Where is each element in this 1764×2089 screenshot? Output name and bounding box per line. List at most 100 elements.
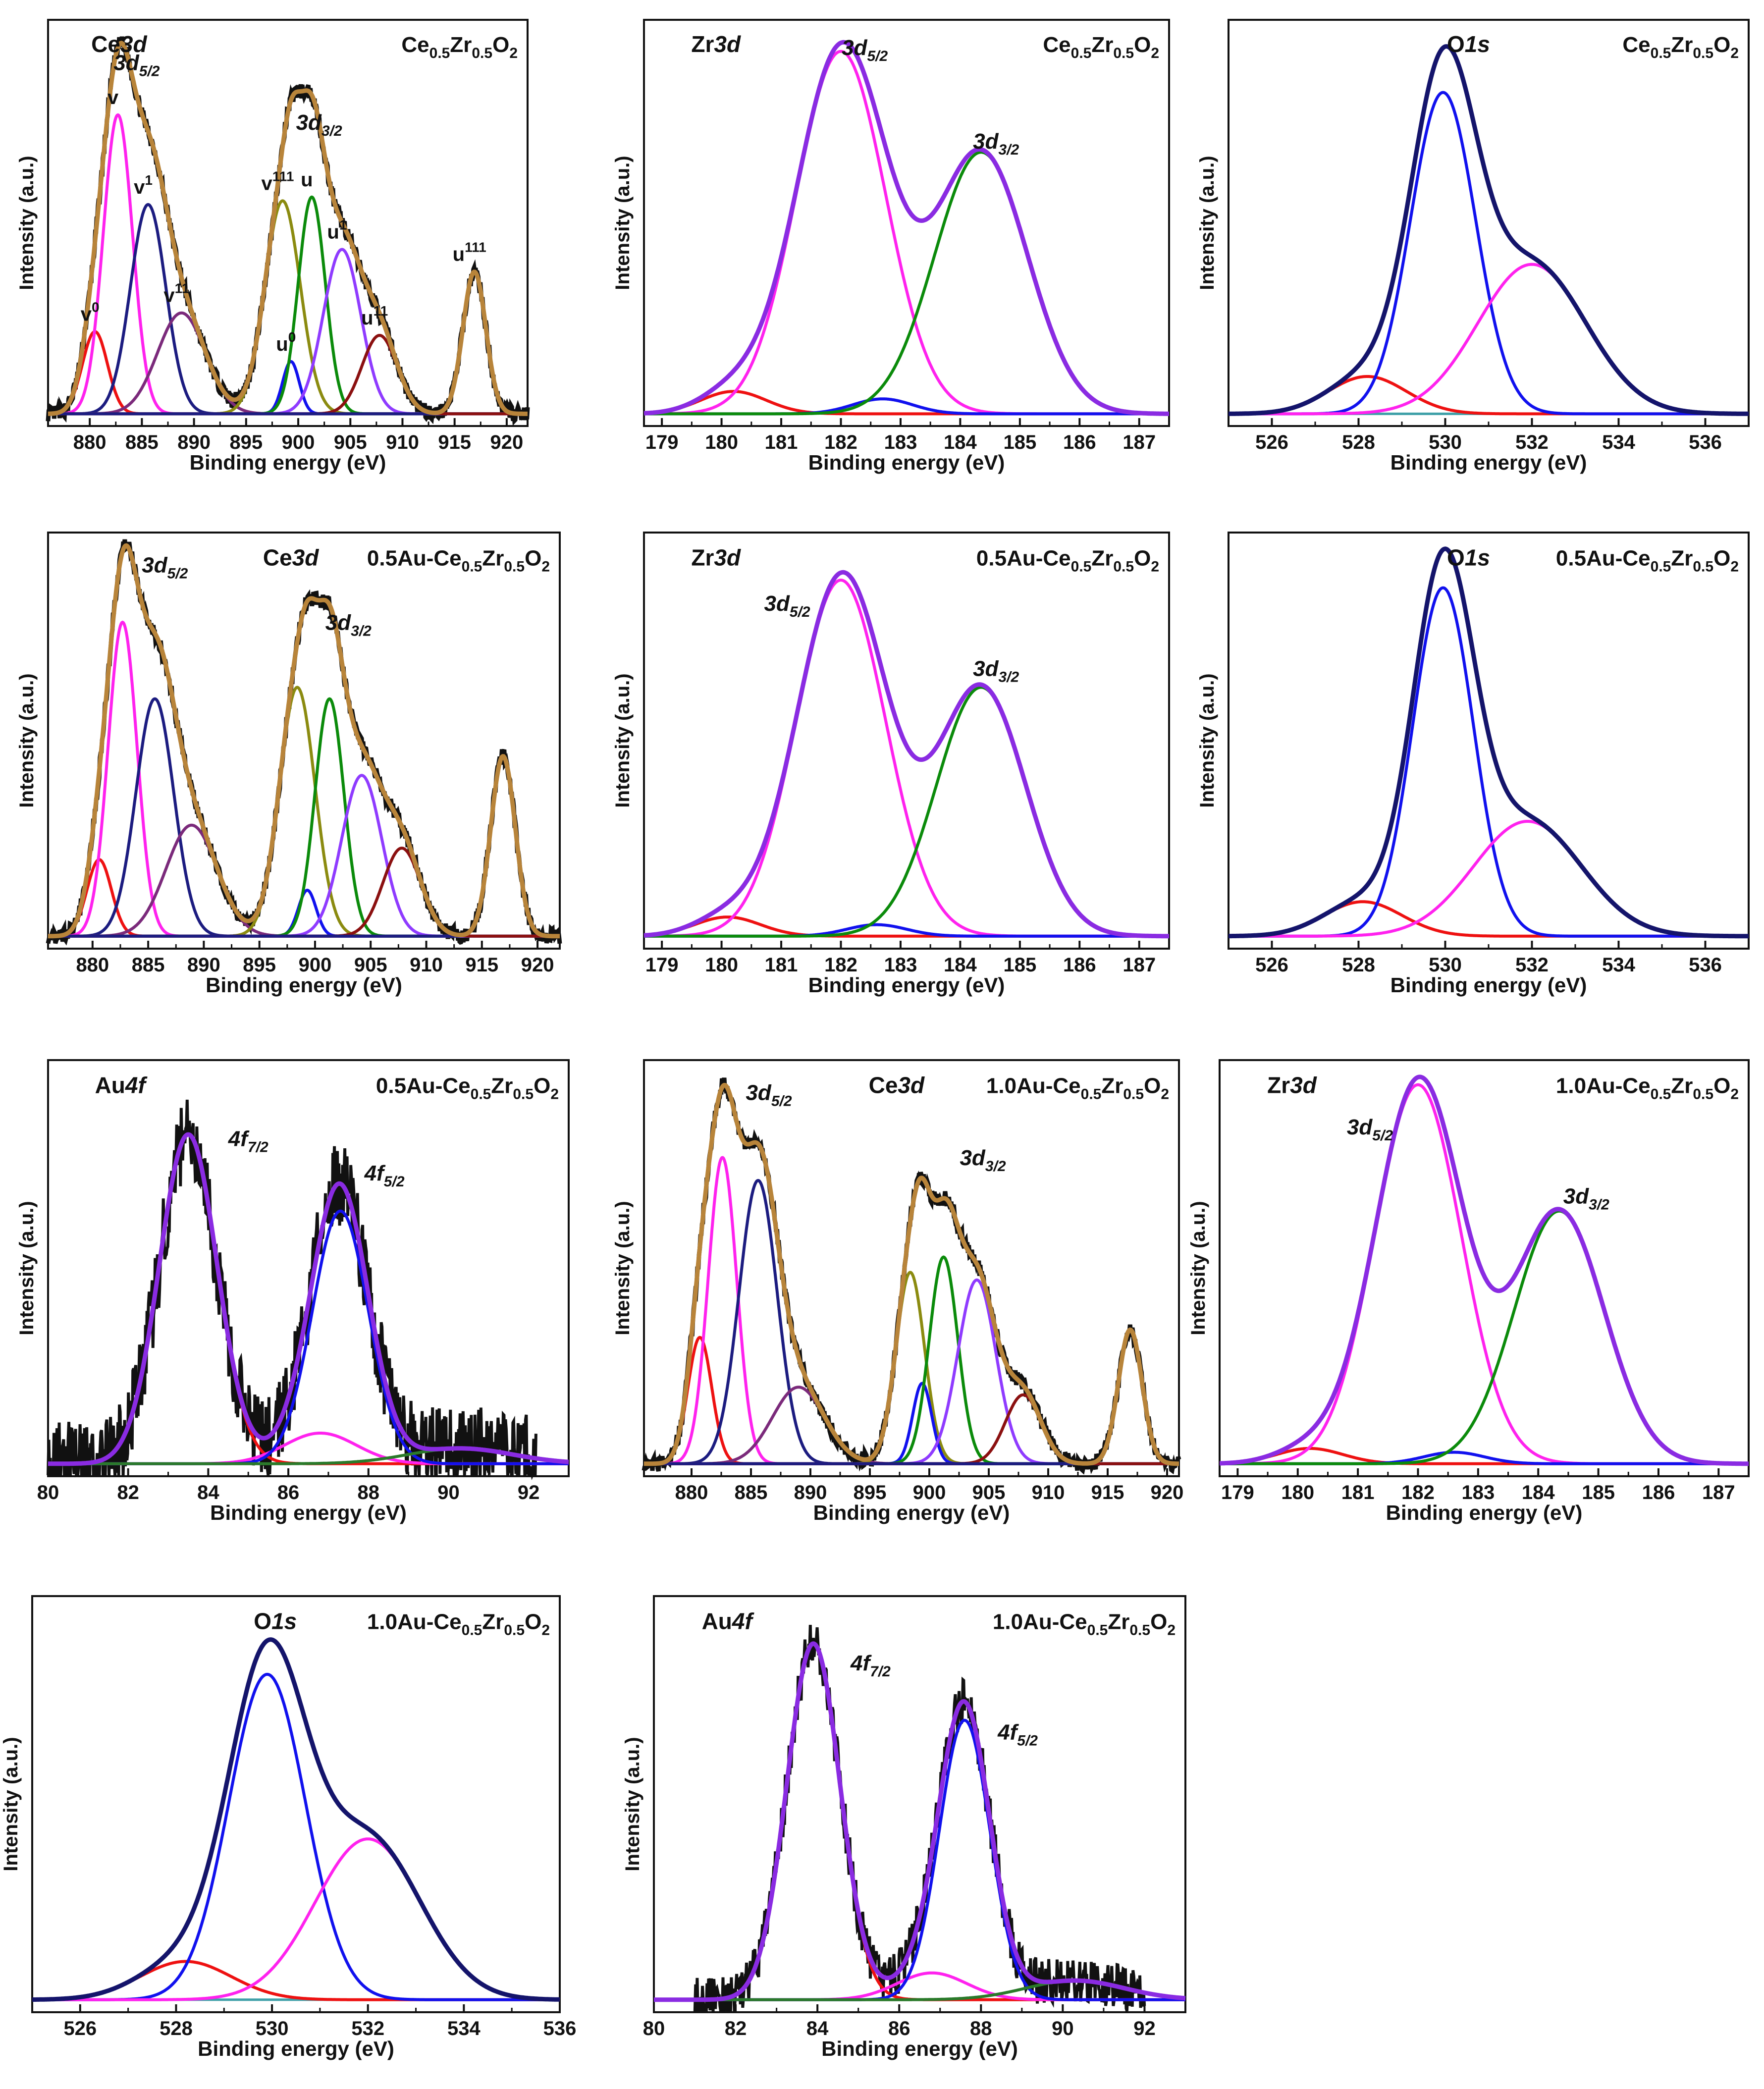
plot-frame [643,532,1170,950]
x-tick-label: 86 [277,1482,300,1503]
x-tick-label: 180 [1281,1482,1314,1503]
y-axis-label: Intensity (a.u.) [612,156,634,290]
x-tick-label: 92 [518,1482,540,1503]
x-tick-label: 181 [765,431,798,453]
x-tick-label: 534 [447,2018,481,2039]
x-tick-label: 92 [1133,2018,1156,2039]
fit-envelope [1229,44,1749,416]
x-tick-label: 885 [132,954,165,976]
x-tick-label: 915 [465,954,498,976]
x-tick-label: 82 [117,1482,139,1503]
region-title: O1s [1447,31,1490,57]
region-title: Zr3d [691,544,741,570]
panel-au4f-10au: 80 82 84 86 88 90 92 Binding energy (eV) Intensi… [622,1595,1186,2060]
x-tick-label: 179 [645,431,679,453]
plot-frame [653,1595,1186,2013]
peak-label: v1 [134,172,153,198]
fit-envelope [643,570,1169,939]
x-axis-label: Binding energy (eV) [1390,973,1587,997]
x-axis-label: Binding energy (eV) [198,2037,394,2060]
raw-data-trace [47,1099,537,1480]
component-peak-7 [48,774,560,938]
orbital-annotation: 3d3/2 [973,656,1019,685]
fit-envelope [1229,546,1749,939]
y-axis-label: Intensity (a.u.) [16,156,38,290]
x-axis-label: Binding energy (eV) [808,451,1005,474]
orbital-annotation: 4f7/2 [228,1126,268,1155]
x-tick-label: 895 [229,431,263,453]
x-tick-label: 910 [410,954,443,976]
peak-label: v11 [163,281,189,307]
x-tick-label: 181 [765,954,798,976]
x-axis-label: Binding energy (eV) [1390,451,1587,474]
x-tick-label: 186 [1642,1482,1675,1503]
x-axis-label: Binding energy (eV) [206,973,402,997]
x-tick-label: 90 [437,1482,460,1503]
plot-frame [643,1059,1180,1477]
x-tick-label: 528 [1342,431,1375,453]
region-title: Au4f [95,1072,148,1098]
panel-ce3d-10au: 880 885 890 895 900 905 910 915 920 Binding energ… [612,1059,1183,1524]
fit-envelope [1220,1074,1749,1466]
x-tick-label: 80 [643,2018,665,2039]
y-axis-label: Intensity (a.u.) [16,1201,38,1335]
x-axis-label: Binding energy (eV) [821,2037,1018,2060]
x-tick-label: 890 [187,954,220,976]
x-tick-label: 185 [1582,1482,1615,1503]
region-title: Ce3d [263,544,319,570]
panel-au4f-05au: 80 82 84 86 88 90 92 Binding energy (eV) Intensi… [16,1059,570,1524]
sample-label: 1.0Au-Ce0.5Zr0.5O2 [986,1073,1169,1102]
component-peak-6 [644,1255,1179,1465]
x-axis-label: Binding energy (eV) [1386,1501,1583,1524]
x-tick-label: 183 [884,954,917,976]
x-tick-label: 84 [806,2018,829,2039]
x-tick-label: 895 [854,1482,887,1503]
x-tick-label: 80 [37,1482,59,1503]
orbital-annotation: 3d5/2 [764,591,810,620]
plot-frame [1228,19,1750,427]
component-peak-2 [1229,820,1749,938]
orbital-annotation: 4f7/2 [850,1651,891,1680]
plot-frame [47,1059,570,1477]
x-tick-label: 534 [1602,954,1635,976]
x-tick-label: 905 [354,954,387,976]
component-peak-2 [654,1718,1185,2001]
x-tick-label: 890 [794,1482,827,1503]
sample-label: Ce0.5Zr0.5O2 [1622,33,1739,61]
x-tick-label: 82 [725,2018,747,2039]
y-axis-label: Intensity (a.u.) [622,1737,643,1871]
component-peak-2 [32,1837,560,2001]
x-tick-label: 90 [1052,2018,1074,2039]
region-title: O1s [254,1608,297,1634]
x-tick-label: 528 [1342,954,1375,976]
y-axis-label: Intensity (a.u.) [1187,1201,1209,1335]
component-peak-3 [644,151,1169,416]
orbital-annotation: 3d5/2 [746,1081,792,1110]
sample-label: Ce0.5Zr0.5O2 [1043,33,1159,61]
component-peak-9 [48,754,560,938]
peak-label: u0 [276,329,296,355]
x-tick-label: 900 [282,431,315,453]
region-title: Ce3d [869,1072,925,1098]
x-tick-label: 187 [1123,431,1156,453]
x-tick-label: 185 [1003,431,1036,453]
x-tick-label: 181 [1341,1482,1375,1503]
y-axis-label: Intensity (a.u.) [1196,156,1218,290]
sample-label: 0.5Au-Ce0.5Zr0.5O2 [976,546,1159,575]
plot-frame [643,19,1170,427]
orbital-annotation: 3d3/2 [1563,1184,1609,1213]
sample-label: 0.5Au-Ce0.5Zr0.5O2 [376,1073,559,1102]
peak-label: u11 [361,303,388,329]
x-tick-label: 915 [1091,1482,1124,1503]
panel-o1s-10au: 526 528 530 532 534 536 Binding energy (eV) Int… [0,1595,576,2060]
x-tick-label: 183 [884,431,917,453]
x-tick-label: 186 [1063,431,1096,453]
peak-label: u [301,169,313,191]
region-title: Au4f [702,1608,755,1634]
peak-label: u111 [453,240,486,266]
x-tick-label: 900 [299,954,332,976]
fit-envelope [48,1132,569,1466]
x-axis-label: Binding energy (eV) [808,973,1005,997]
fit-envelope [643,40,1169,416]
region-title: Zr3d [691,31,741,57]
